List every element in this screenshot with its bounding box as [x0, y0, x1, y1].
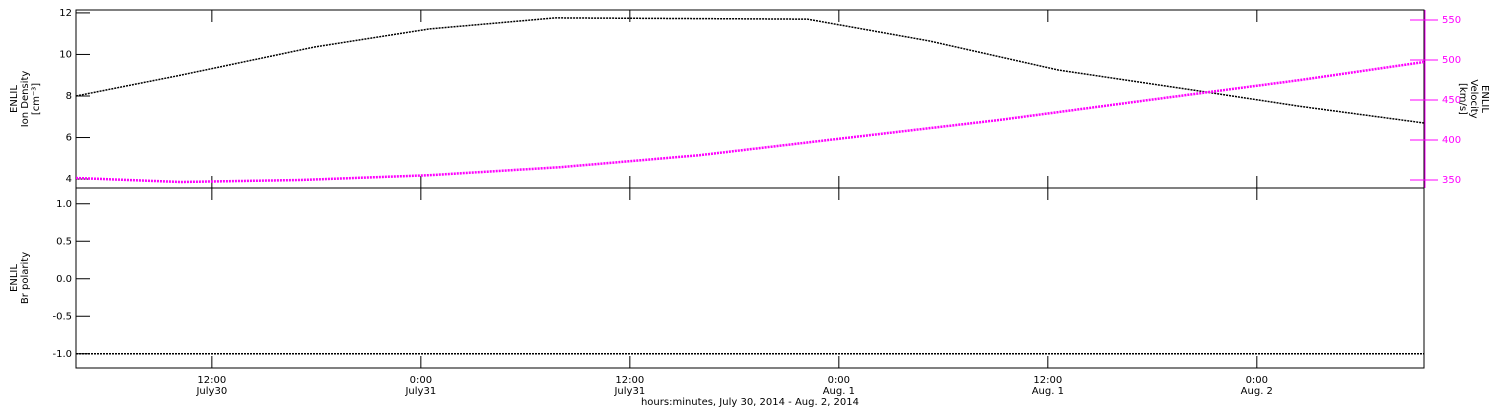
series-line: [75, 60, 1425, 184]
y-axis-label: ENLIL: [9, 85, 20, 113]
x-tick-label: 0:00: [828, 375, 850, 386]
x-tick-date: July30: [195, 386, 227, 397]
y-axis-label: Ion Density: [20, 71, 31, 128]
x-tick-date: Aug. 1: [823, 386, 855, 397]
x-tick-date: Aug. 1: [1032, 386, 1064, 397]
x-tick-date: July31: [404, 386, 436, 397]
y-axis-label: Br polarity: [20, 252, 31, 304]
y2-axis-label: [km/s]: [1457, 83, 1468, 115]
y-tick-label: -0.5: [52, 311, 72, 322]
y2-axis-label: ENLIL: [1479, 85, 1490, 113]
y2-tick-label: 450: [1442, 95, 1461, 106]
top-frame: [75, 9, 1425, 189]
y-tick-label: 0.0: [56, 274, 72, 285]
bottom-frame: [75, 187, 1425, 369]
y-tick-label: 6: [66, 133, 72, 144]
y-tick-label: 0.5: [56, 236, 72, 247]
y-tick-label: 10: [59, 49, 72, 60]
x-tick-label: 12:00: [615, 375, 644, 386]
y2-tick-label: 400: [1442, 135, 1461, 146]
y-tick-label: -1.0: [52, 349, 72, 360]
x-axis-label: hours:minutes, July 30, 2014 - Aug. 2, 2…: [641, 397, 859, 408]
y-tick-label: 1.0: [56, 199, 72, 210]
series-line: [75, 17, 1425, 124]
y2-axis-label: Velocity: [1468, 79, 1479, 118]
x-tick-date: July31: [613, 386, 645, 397]
y-tick-label: 12: [59, 8, 72, 19]
y2-tick-label: 500: [1442, 55, 1461, 66]
x-tick-label: 0:00: [1246, 375, 1268, 386]
y-tick-label: 4: [66, 174, 72, 185]
x-tick-date: Aug. 2: [1241, 386, 1273, 397]
y-tick-label: 8: [66, 91, 72, 102]
y2-tick-label: 550: [1442, 15, 1461, 26]
x-tick-label: 0:00: [410, 375, 432, 386]
y2-tick-label: 350: [1442, 175, 1461, 186]
x-tick-label: 12:00: [1033, 375, 1062, 386]
y-axis-label: [cm⁻³]: [31, 83, 42, 115]
x-tick-label: 12:00: [197, 375, 226, 386]
y-axis-label: ENLIL: [9, 264, 20, 292]
